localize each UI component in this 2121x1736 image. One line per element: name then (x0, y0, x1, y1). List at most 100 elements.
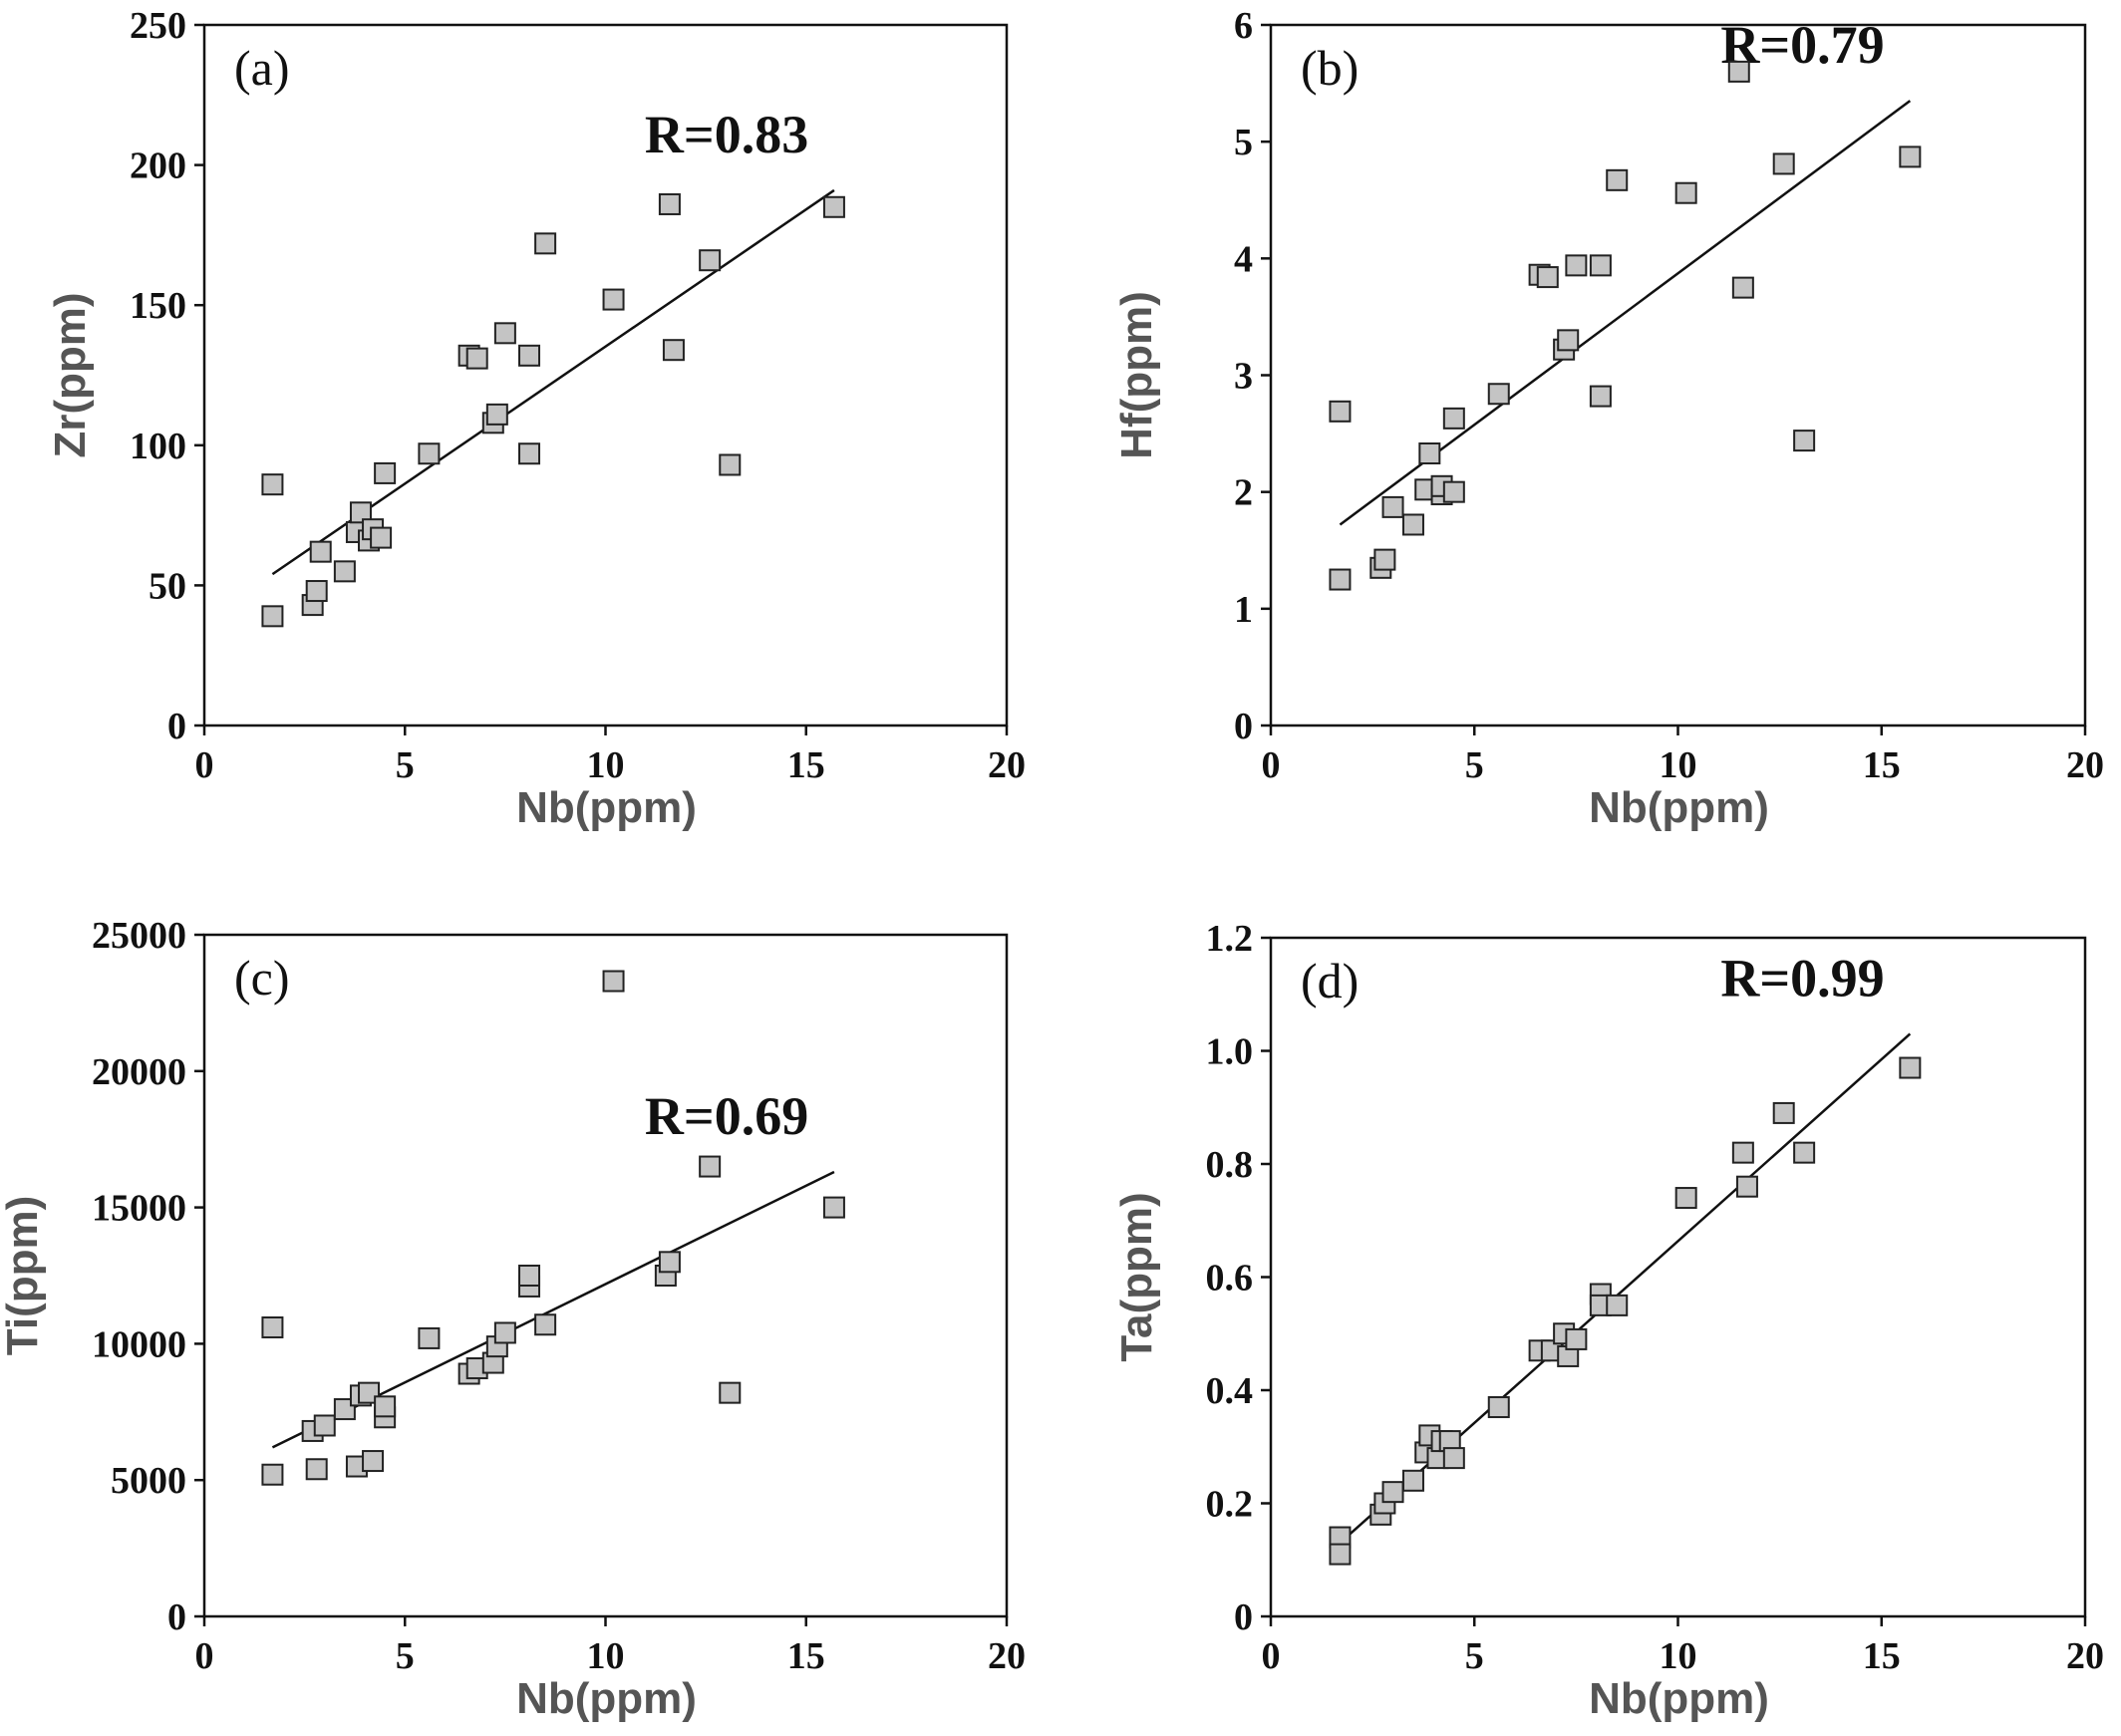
y-tick-label: 200 (130, 145, 186, 187)
data-point (1381, 495, 1404, 518)
data-point (1418, 442, 1441, 465)
data-point (1565, 1327, 1588, 1350)
data-point (261, 1463, 284, 1486)
x-tick-label: 10 (587, 744, 625, 786)
x-tick-label: 5 (396, 744, 415, 786)
data-point (313, 1414, 336, 1437)
data-point (1606, 1294, 1629, 1316)
data-point (374, 1395, 397, 1418)
x-tick-label: 0 (1262, 1635, 1281, 1677)
x-tick-label: 20 (988, 744, 1026, 786)
data-point (719, 453, 742, 476)
data-point (358, 1381, 381, 1404)
x-tick-label: 5 (1465, 1635, 1484, 1677)
y-tick-label: 15000 (92, 1188, 186, 1230)
data-point (1442, 1447, 1465, 1470)
data-point (261, 605, 284, 628)
x-axis-title: Nb(ppm) (516, 783, 697, 832)
y-tick-label: 250 (130, 5, 186, 47)
data-point (1373, 548, 1396, 571)
data-point (1565, 254, 1588, 277)
data-point (261, 1315, 284, 1338)
data-point (261, 473, 284, 496)
y-axis-title: Ta(ppm) (1112, 1192, 1161, 1361)
y-tick-label: 5 (1234, 122, 1253, 163)
y-tick-label: 0.2 (1206, 1484, 1254, 1526)
y-tick-label: 2 (1234, 472, 1253, 514)
plot-frame (1269, 23, 2087, 727)
x-axis-title: Nb(ppm) (1589, 1674, 1769, 1723)
data-point (418, 442, 441, 465)
data-point (534, 232, 557, 255)
data-point (822, 1196, 845, 1219)
panel-label: (c) (234, 950, 290, 1006)
data-point (1329, 568, 1352, 591)
y-tick-label: 25000 (92, 915, 186, 957)
data-point (518, 442, 541, 465)
plot-frame (202, 23, 1009, 727)
x-tick-label: 10 (587, 1635, 625, 1677)
data-point (333, 1398, 356, 1421)
data-point (418, 1326, 441, 1349)
y-tick-label: 0.8 (1206, 1144, 1254, 1186)
x-tick-label: 15 (787, 744, 825, 786)
data-point (305, 1458, 328, 1481)
y-axis-title: Ti(ppm) (0, 1196, 47, 1356)
y-axis-title: Hf(ppm) (1112, 291, 1161, 459)
data-point (1735, 1175, 1758, 1198)
data-point (699, 1155, 722, 1178)
data-point (1606, 168, 1629, 191)
x-tick-label: 20 (2066, 1635, 2104, 1677)
x-axis-title: Nb(ppm) (1589, 783, 1769, 832)
y-tick-label: 20000 (92, 1051, 186, 1093)
x-tick-label: 5 (1465, 744, 1484, 786)
y-tick-label: 0 (167, 1596, 186, 1638)
data-point (1727, 60, 1750, 83)
data-point (534, 1313, 557, 1336)
y-tick-label: 1.2 (1206, 918, 1254, 960)
data-point (1487, 1396, 1510, 1419)
correlation-label: R=0.83 (645, 105, 808, 164)
data-point (1589, 385, 1612, 408)
data-point (1899, 1056, 1922, 1079)
data-point (1442, 407, 1465, 430)
data-point (1772, 1101, 1795, 1124)
data-point (699, 249, 722, 272)
data-point (1772, 152, 1795, 175)
y-tick-label: 0 (1234, 706, 1253, 747)
regression-line (1339, 1032, 1912, 1545)
data-point (374, 461, 397, 484)
data-point (349, 501, 372, 524)
x-tick-label: 5 (396, 1635, 415, 1677)
x-tick-label: 10 (1660, 744, 1697, 786)
data-point (602, 970, 625, 993)
x-tick-label: 15 (1863, 1635, 1901, 1677)
x-axis-title: Nb(ppm) (516, 1674, 697, 1723)
data-point (1731, 1141, 1754, 1164)
data-point (518, 1265, 541, 1287)
y-tick-label: 3 (1234, 356, 1253, 398)
x-tick-label: 0 (195, 1635, 214, 1677)
y-tick-label: 5000 (111, 1460, 186, 1502)
data-point (333, 560, 356, 583)
data-point (362, 1450, 385, 1473)
data-point (1381, 1481, 1404, 1504)
data-point (493, 1321, 516, 1344)
y-tick-label: 4 (1234, 238, 1253, 280)
data-point (485, 403, 508, 426)
data-point (1674, 181, 1697, 204)
y-axis-title: Zr(ppm) (46, 292, 95, 457)
panel-label: (d) (1301, 953, 1359, 1009)
data-point (1487, 383, 1510, 406)
x-tick-label: 15 (787, 1635, 825, 1677)
y-tick-label: 100 (130, 426, 186, 467)
data-point (1401, 1469, 1424, 1492)
y-tick-label: 0 (1234, 1596, 1253, 1638)
data-point (465, 347, 488, 370)
y-tick-label: 1.0 (1206, 1031, 1254, 1073)
x-tick-label: 20 (988, 1635, 1026, 1677)
y-tick-label: 10000 (92, 1323, 186, 1365)
